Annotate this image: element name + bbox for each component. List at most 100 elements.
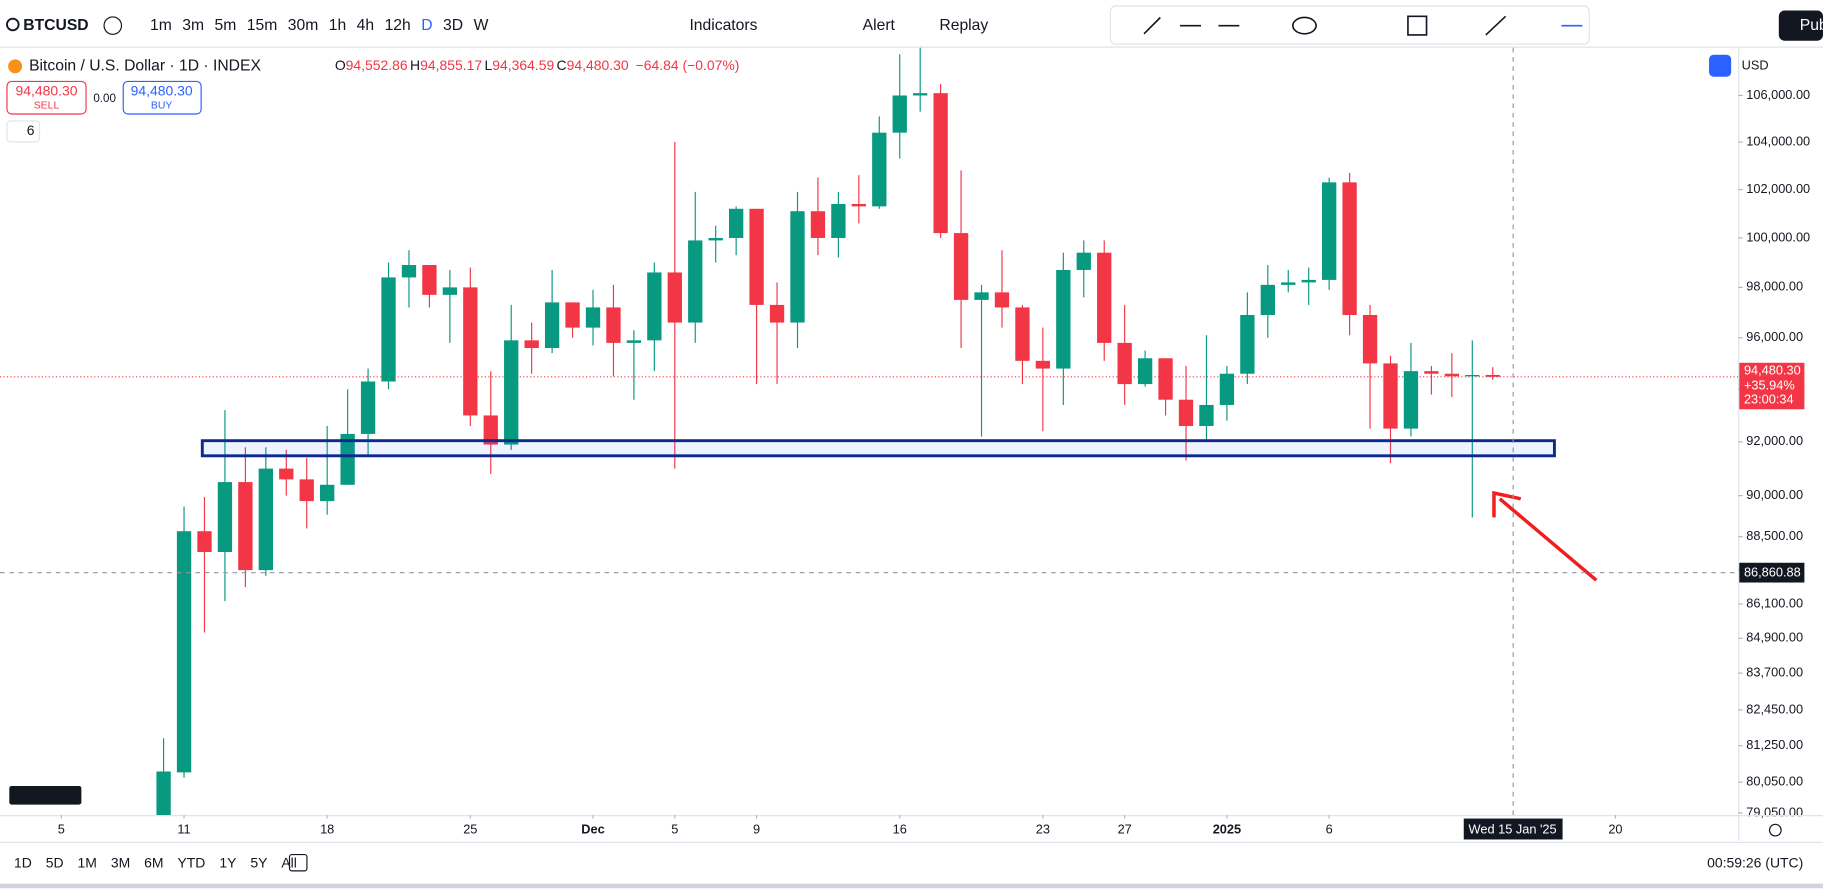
alert-button[interactable]: Alert: [863, 17, 896, 34]
candle-body: [360, 381, 376, 434]
time-tick-label: 20: [1608, 822, 1622, 837]
buy-price[interactable]: 94,480.30: [131, 83, 193, 99]
price-tick-label: 92,000.00: [1746, 433, 1803, 448]
candle-body: [769, 304, 785, 323]
candle-body: [463, 287, 478, 416]
candle-body: [544, 302, 560, 349]
interval-button[interactable]: 15m: [247, 17, 278, 34]
interval-bar: 1m 3m 5m 15m 30m 1h 4h 12h D 3D W: [150, 17, 489, 34]
clock: 00:59:26 (UTC): [1707, 855, 1803, 871]
ohlc-low: 94,364.59: [492, 57, 554, 73]
range-button[interactable]: 3M: [111, 855, 130, 871]
candle-body: [1240, 314, 1255, 374]
price-tick-label: 79,050.00: [1746, 804, 1803, 819]
interval-button[interactable]: 1h: [329, 17, 346, 34]
candle-body: [647, 272, 662, 341]
crosshair-price: 86,860.88: [1744, 565, 1801, 580]
ohlc-legend: O 94,552.86 H 94,855.17 L 94,364.59 C 94,480.30…: [335, 57, 740, 73]
range-button[interactable]: 1D: [14, 855, 32, 871]
price-tick-label: 100,000.00: [1746, 229, 1810, 244]
candle-body: [1178, 399, 1194, 426]
plot-area: [0, 47, 1739, 816]
time-tick-label: 18: [320, 822, 334, 837]
interval-button[interactable]: 4h: [357, 17, 374, 34]
price-tick-label: 82,450.00: [1746, 701, 1803, 716]
candle-body: [1301, 279, 1316, 283]
range-button[interactable]: 5D: [46, 855, 64, 871]
publish-button[interactable]: [1778, 10, 1823, 41]
publish-label[interactable]: Pub: [1800, 17, 1823, 34]
candle-body: [913, 93, 928, 96]
candle-body: [401, 265, 417, 278]
candle-body: [892, 95, 907, 133]
currency[interactable]: USD: [1742, 58, 1769, 73]
price-tick-label: 90,000.00: [1746, 487, 1803, 502]
range-button[interactable]: 6M: [144, 855, 163, 871]
candle-body: [667, 272, 682, 323]
candle-body: [504, 340, 519, 445]
candle-body: [156, 771, 171, 816]
candle-body: [953, 233, 969, 300]
symbol[interactable]: BTCUSD: [23, 17, 88, 34]
candle-body: [381, 277, 396, 382]
interval-button[interactable]: D: [421, 17, 432, 34]
candle-body: [1321, 182, 1337, 280]
interval-button[interactable]: 12h: [385, 17, 411, 34]
interval-button[interactable]: 30m: [288, 17, 319, 34]
indicators-toggle[interactable]: [6, 120, 41, 143]
annotation-arrow: [1498, 497, 1598, 582]
ohlc-close-label: C: [557, 57, 567, 73]
sell-button[interactable]: [6, 80, 87, 115]
candle-body: [728, 208, 744, 238]
interval-button[interactable]: 3D: [443, 17, 463, 34]
compare-button[interactable]: [103, 16, 123, 35]
time-tick-label: 25: [463, 822, 477, 837]
interval-button[interactable]: W: [474, 17, 489, 34]
candle-body: [299, 479, 314, 502]
trend-line-tool[interactable]: [1143, 16, 1161, 35]
buy-label[interactable]: BUY: [151, 101, 173, 112]
buy-button[interactable]: [122, 80, 202, 115]
price-tick-label: 98,000.00: [1746, 279, 1803, 294]
range-button[interactable]: 5Y: [250, 855, 267, 871]
time-tick-label: 5: [671, 822, 678, 837]
indicators-button[interactable]: Indicators: [689, 17, 757, 34]
price-tick-label: 102,000.00: [1746, 181, 1810, 196]
candle-body: [524, 340, 539, 349]
price-tick-label: 86,100.00: [1746, 595, 1803, 610]
time-tick-label: 23: [1036, 822, 1050, 837]
ellipse-tool[interactable]: [1292, 16, 1317, 35]
price-tick-label: 83,700.00: [1746, 664, 1803, 679]
sell-label[interactable]: SELL: [34, 101, 60, 112]
ohlc-high: 94,855.17: [420, 57, 482, 73]
rectangle-tool[interactable]: [1407, 15, 1428, 36]
sell-price[interactable]: 94,480.30: [15, 83, 77, 99]
range-bar: 1D 5D 1M 3M 6M YTD 1Y 5Y All: [14, 855, 297, 871]
goto-date-button[interactable]: [288, 854, 308, 872]
tv-logo: [9, 785, 82, 805]
series-title: Bitcoin / U.S. Dollar · 1D · INDEX: [29, 57, 261, 74]
candle-body: [1035, 360, 1051, 369]
candle-body: [688, 240, 703, 323]
interval-button[interactable]: 5m: [215, 17, 237, 34]
candle-body: [483, 415, 498, 445]
price-tick-label: 80,050.00: [1746, 774, 1803, 789]
candle-body: [1117, 342, 1132, 385]
indicators-count[interactable]: 6: [27, 122, 35, 138]
settings-icon[interactable]: [1768, 823, 1782, 837]
interval-button[interactable]: 1m: [150, 17, 172, 34]
ohlc-high-label: H: [410, 57, 420, 73]
line-tool[interactable]: [1485, 15, 1507, 36]
range-button[interactable]: 1Y: [219, 855, 236, 871]
replay-button[interactable]: Replay: [939, 17, 988, 34]
candle-body: [217, 482, 233, 552]
interval-button[interactable]: 3m: [182, 17, 204, 34]
candle-body: [810, 211, 826, 238]
range-button[interactable]: 1M: [78, 855, 97, 871]
auto-scale-button[interactable]: [1709, 54, 1732, 77]
last-price-marker: [1739, 362, 1805, 410]
range-button[interactable]: YTD: [177, 855, 205, 871]
time-tick-label: 6: [1326, 822, 1333, 837]
search-icon[interactable]: [6, 17, 20, 32]
support-zone-drawing: [200, 439, 1556, 458]
